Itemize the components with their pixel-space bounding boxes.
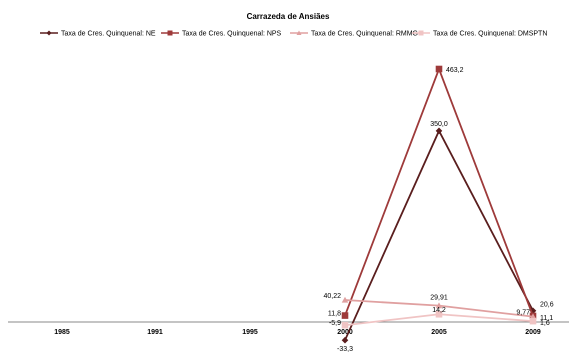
legend-marker-taxa-de-cres-quinquenal-nps [167,30,173,36]
legend-marker-taxa-de-cres-quinquenal-rmmg [296,30,302,35]
data-label-taxa-de-cres-quinquenal-nps-2009: 11,1 [540,315,553,322]
data-point-taxa-de-cres-quinquenal-dmsptn-2005 [435,310,443,318]
data-point-taxa-de-cres-quinquenal-dmsptn-2009 [529,317,537,325]
legend-marker-taxa-de-cres-quinquenal-ne [46,30,52,36]
legend-label-taxa-de-cres-quinquenal-rmmg: Taxa de Cres. Quinquenal: RMMG [311,31,418,38]
data-label-taxa-de-cres-quinquenal-ne-2005: 350,0 [430,121,448,128]
legend-marker-taxa-de-cres-quinquenal-dmsptn [418,30,424,36]
x-tick-label-1985: 1985 [54,329,70,336]
data-label-taxa-de-cres-quinquenal-dmsptn-2005: 14,2 [432,307,446,314]
legend-label-taxa-de-cres-quinquenal-ne: Taxa de Cres. Quinquenal: NE [61,31,156,38]
data-label-taxa-de-cres-quinquenal-nps-2000: 11,8 [328,311,341,318]
x-tick-label-2000: 2000 [337,329,353,336]
data-point-taxa-de-cres-quinquenal-dmsptn-2000 [341,321,349,329]
x-tick-label-1995: 1995 [242,329,258,336]
data-label-taxa-de-cres-quinquenal-dmsptn-2009: 1,6 [540,320,550,327]
series-layer [341,65,537,344]
data-labels-layer: -33,3 350,0 20,6 11,8 463,2 11,1 40,22 29,91 9,7… [323,67,553,353]
data-label-taxa-de-cres-quinquenal-ne-2000: -33,3 [337,346,353,353]
legend-label-taxa-de-cres-quinquenal-nps: Taxa de Cres. Quinquenal: NPS [182,31,282,38]
data-point-taxa-de-cres-quinquenal-nps-2005 [435,65,443,73]
data-label-taxa-de-cres-quinquenal-rmmg-2000: 40,22 [323,293,341,300]
data-label-taxa-de-cres-quinquenal-rmmg-2009: 9,77 [516,310,530,317]
chart-title: Carrazeda de Ansiães [247,12,330,21]
x-axis-ticks: 1985 1991 1995 2000 2005 2009 [54,329,541,336]
data-point-taxa-de-cres-quinquenal-rmmg-2000 [341,296,349,303]
x-tick-label-2005: 2005 [431,329,447,336]
data-point-taxa-de-cres-quinquenal-ne-2005 [435,127,443,135]
data-label-taxa-de-cres-quinquenal-nps-2005: 463,2 [446,67,464,74]
legend: Taxa de Cres. Quinquenal: NE Taxa de Cres… [40,30,547,38]
x-tick-label-2009: 2009 [525,329,541,336]
data-label-taxa-de-cres-quinquenal-rmmg-2005: 29,91 [430,295,448,302]
legend-label-taxa-de-cres-quinquenal-dmsptn: Taxa de Cres. Quinquenal: DMSPTN [433,31,547,38]
data-label-taxa-de-cres-quinquenal-ne-2009: 20,6 [540,302,554,309]
data-point-taxa-de-cres-quinquenal-rmmg-2005 [435,302,443,309]
data-point-taxa-de-cres-quinquenal-rmmg-2009 [529,313,537,320]
data-label-taxa-de-cres-quinquenal-dmsptn-2000: -5,9 [329,320,341,327]
data-point-taxa-de-cres-quinquenal-nps-2000 [341,312,349,319]
x-tick-label-1991: 1991 [147,329,163,336]
data-point-taxa-de-cres-quinquenal-ne-2000 [341,336,349,344]
data-point-taxa-de-cres-quinquenal-ne-2009 [529,307,537,315]
